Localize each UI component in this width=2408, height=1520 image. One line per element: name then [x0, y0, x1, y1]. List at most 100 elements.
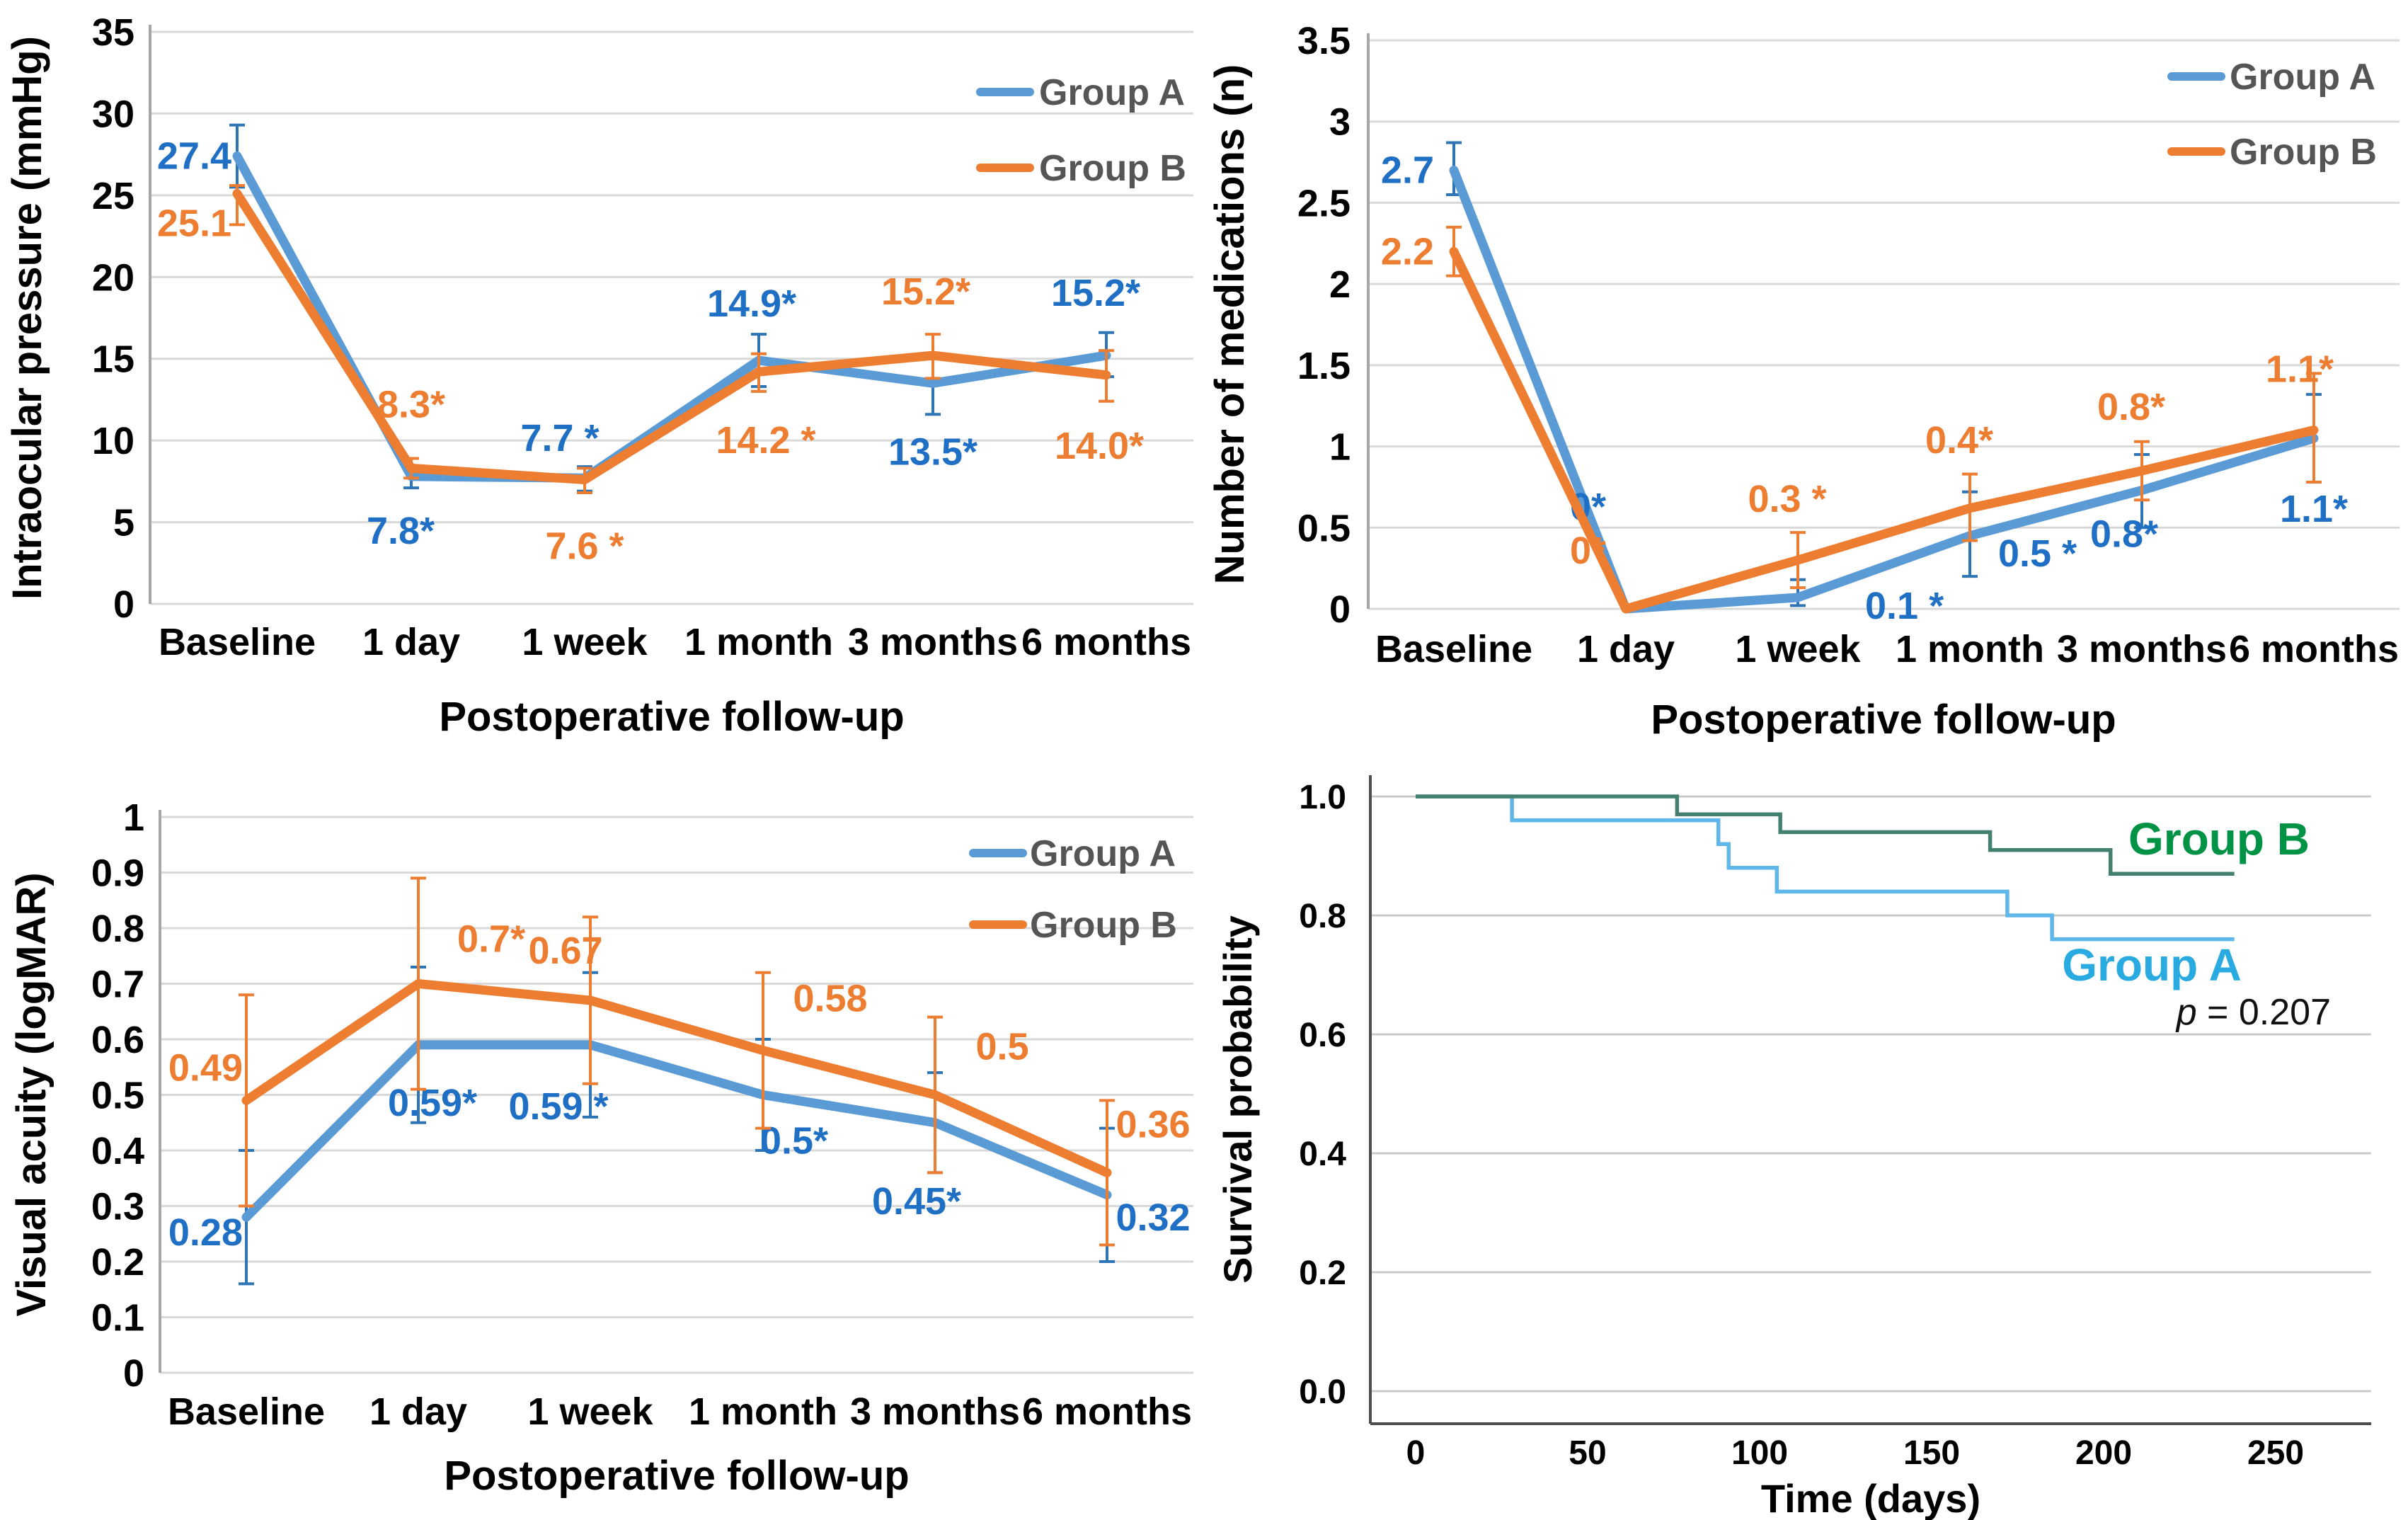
group-a-curve-label: Group A: [2062, 939, 2242, 990]
gridlines: [1370, 795, 2371, 1393]
x-tick-label: 3 months: [850, 1390, 1020, 1433]
legend-item-group-a: Group A: [969, 833, 1176, 874]
y-axis-title: Intraocular pressure (mmHg): [4, 36, 50, 600]
data-label: 8.3*: [377, 383, 445, 425]
data-label: 0.7*: [457, 918, 525, 961]
x-tick-label: 1 week: [1735, 628, 1861, 670]
legend-item-group-b: Group B: [969, 905, 1177, 946]
data-labels-group-b: 0.49 0.7* 0.67 0.58 0.5 0.36: [168, 918, 1191, 1146]
x-tick-label: 100: [1731, 1434, 1788, 1472]
data-label: 7.6 *: [545, 525, 624, 568]
data-label: 2.2: [1381, 230, 1434, 273]
y-tick-label: 1.0: [1299, 779, 1346, 816]
data-label: 7.7 *: [520, 417, 599, 459]
x-tick-label: 1 month: [1896, 628, 2044, 670]
y-tick-label: 0.4: [1299, 1136, 1346, 1173]
y-tick-labels: 0.0 0.2 0.4 0.6 0.8 1.0: [1299, 779, 1346, 1411]
y-axis-title: Survival probability: [1215, 915, 1260, 1284]
data-label: 0.49: [168, 1046, 243, 1089]
y-tick-label: 0.9: [91, 852, 144, 895]
y-tick-label: 1: [123, 796, 144, 839]
gridlines: [150, 30, 1193, 605]
y-tick-label: 25: [92, 175, 134, 217]
iop-line-chart: 0 5 10 15 20 25 30 35 Baseline 1 day 1 week 1 month…: [4, 11, 1193, 740]
y-tick-label: 1: [1329, 426, 1351, 469]
data-label: 1.1*: [2266, 348, 2334, 391]
x-tick-label: 3 months: [2057, 628, 2227, 670]
legend-label: Group A: [1039, 72, 1185, 113]
x-tick-labels: Baseline 1 day 1 week 1 month 3 months 6 mont…: [168, 1390, 1192, 1433]
y-tick-label: 0.6: [91, 1019, 144, 1061]
data-label: 0.5: [975, 1026, 1028, 1068]
data-label: 13.5*: [888, 430, 977, 473]
data-label: 0.36: [1116, 1103, 1190, 1145]
y-tick-label: 5: [113, 502, 134, 544]
x-axis-title: Time (days): [1761, 1476, 1980, 1520]
x-tick-label: 1 day: [1577, 628, 1675, 670]
x-tick-label: Baseline: [168, 1390, 325, 1433]
y-tick-label: 0.8: [1299, 898, 1346, 935]
legend: Group A Group B: [2167, 57, 2377, 173]
series-line-group-a: [241, 1040, 1112, 1222]
error-bars-group-b: [229, 184, 1114, 495]
data-label: 14.9*: [707, 282, 796, 325]
y-tick-label: 0.5: [1297, 507, 1351, 549]
y-tick-labels: 0 0.1 0.2 0.3 0.4 0.5 0.6 0.7 0.8 0.9 1: [91, 796, 144, 1395]
data-label: 25.1: [157, 202, 231, 245]
y-tick-label: 15: [92, 338, 134, 381]
legend-item-group-a: Group A: [976, 72, 1185, 113]
x-tick-label: 1 month: [684, 621, 833, 663]
series-line-group-b: [1449, 246, 2319, 614]
legend-label: Group A: [2230, 57, 2375, 98]
data-label: 1.1*: [2280, 488, 2348, 530]
x-tick-label: Baseline: [159, 621, 316, 663]
y-tick-labels: 0 0.5 1 1.5 2 2.5 3 3.5: [1297, 20, 1351, 631]
x-tick-labels: Baseline 1 day 1 week 1 month 3 months 6 mont…: [159, 621, 1191, 663]
x-tick-label: 0: [1406, 1434, 1426, 1472]
y-tick-label: 3.5: [1297, 20, 1351, 62]
x-tick-label: 150: [1903, 1434, 1960, 1472]
x-tick-labels: 0 50 100 150 200 250: [1406, 1434, 2304, 1472]
y-axis-title: Visual acuity (logMAR): [8, 872, 55, 1316]
error-bars-group-a: [229, 123, 1114, 493]
y-tick-label: 35: [92, 11, 134, 54]
y-tick-label: 0.4: [91, 1130, 144, 1172]
data-label: 0.59*: [388, 1082, 477, 1124]
data-label: 2.7: [1381, 149, 1434, 192]
data-label: 0*: [1570, 530, 1606, 572]
gridlines: [160, 816, 1193, 1374]
y-tick-label: 30: [92, 93, 134, 135]
legend-label: Group B: [2230, 132, 2377, 173]
x-tick-label: 200: [2075, 1434, 2132, 1472]
y-tick-label: 0: [1329, 588, 1351, 631]
x-tick-label: 1 month: [689, 1390, 837, 1433]
legend: Group A Group B: [976, 72, 1186, 189]
legend-item-group-a: Group A: [2167, 57, 2375, 98]
p-value-label: p = 0.207: [2175, 992, 2331, 1033]
x-tick-label: Baseline: [1375, 628, 1532, 670]
data-label: 15.2*: [1051, 272, 1140, 314]
y-tick-labels: 0 5 10 15 20 25 30 35: [92, 11, 134, 626]
x-tick-labels: Baseline 1 day 1 week 1 month 3 months 6 mont…: [1375, 628, 2399, 670]
x-tick-label: 250: [2247, 1434, 2304, 1472]
data-labels-group-a: 2.7 0* 0.1 * 0.5 * 0.8* 1.1*: [1381, 149, 2348, 627]
y-tick-label: 3: [1329, 101, 1351, 144]
data-label: 0.45*: [872, 1180, 961, 1223]
data-labels-group-a: 27.4 7.8* 7.7 * 14.9* 13.5* 15.2*: [157, 135, 1140, 552]
legend-label: Group B: [1039, 148, 1186, 189]
data-label: 0.4*: [1925, 419, 1993, 462]
y-tick-label: 2.5: [1297, 182, 1351, 224]
data-label: 0.3 *: [1748, 478, 1826, 520]
visual-acuity-line-chart: 0 0.1 0.2 0.3 0.4 0.5 0.6 0.7 0.8 0.9 1 Baseline 1 d…: [8, 796, 1193, 1499]
y-tick-label: 0: [123, 1352, 144, 1395]
data-label: 0.8*: [2097, 386, 2165, 428]
data-label: 0.5*: [760, 1120, 828, 1162]
y-tick-label: 0.7: [91, 964, 144, 1006]
legend-item-group-b: Group B: [2167, 132, 2377, 173]
legend-item-group-b: Group B: [976, 148, 1186, 189]
x-tick-label: 6 months: [1022, 1390, 1192, 1433]
y-tick-label: 0: [113, 583, 134, 626]
data-label: 14.2 *: [716, 419, 815, 462]
series-line-group-a: [1449, 166, 2319, 614]
